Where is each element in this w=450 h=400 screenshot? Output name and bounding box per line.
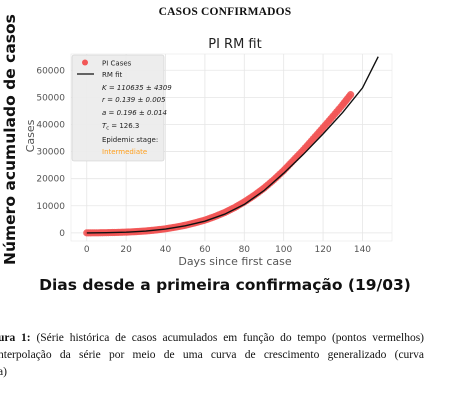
y-tick-label: 0 <box>59 229 65 239</box>
x-tick-label: 40 <box>160 245 172 255</box>
legend-label-pi-cases: PI Cases <box>102 60 132 68</box>
legend-label-rm-fit: RM fit <box>102 71 123 79</box>
legend-param-k: K = 110635 ± 4309 <box>102 84 172 92</box>
series-rm-fit-line <box>86 56 379 234</box>
x-tick-label: 80 <box>239 245 251 255</box>
legend: PI Cases RM fit K = 110635 ± 4309 r = 0.… <box>71 54 172 162</box>
y-axis-label: Cases <box>24 119 37 152</box>
x-tick-label: 140 <box>354 245 371 255</box>
data-point <box>347 91 355 99</box>
legend-param-tc: Tc = 126.3 <box>102 122 139 132</box>
legend-param-r: r = 0.139 ± 0.005 <box>102 96 166 104</box>
legend-marker-pi-cases <box>82 59 88 66</box>
y-tick-labels: 0 10000 20000 30000 40000 50000 60000 <box>36 66 65 239</box>
y-tick-label: 60000 <box>36 66 65 76</box>
x-tick-label: 120 <box>314 245 331 255</box>
caption-line-3: a) <box>0 366 7 378</box>
outer-x-axis-label: Dias desde a primeira confirmação (19/03… <box>39 276 411 294</box>
x-tick-label: 60 <box>199 245 211 255</box>
legend-stage-label: Epidemic stage: <box>102 136 158 144</box>
caption-line-1-text: (Série histórica de casos acumulados em … <box>36 332 424 344</box>
x-tick-label: 0 <box>84 245 90 255</box>
caption-line-2: nterpolação da série por meio de uma cur… <box>0 349 424 361</box>
x-tick-label: 20 <box>120 245 132 255</box>
x-axis-label: Days since first case <box>178 255 292 268</box>
caption-line-1: ura 1: (Série histórica de casos acumula… <box>0 330 424 347</box>
legend-stage-value: Intermediate <box>102 148 147 156</box>
y-tick-label: 10000 <box>36 202 65 212</box>
y-tick-label: 20000 <box>36 175 65 185</box>
y-tick-label: 50000 <box>36 93 65 103</box>
y-tick-label: 30000 <box>36 148 65 158</box>
x-tick-labels: 0 20 40 60 80 100 120 140 <box>84 245 371 255</box>
caption-label: ura 1: <box>0 332 31 344</box>
figure-caption: ura 1: (Série histórica de casos acumula… <box>0 330 450 381</box>
document-title: CASOS CONFIRMADOS <box>158 6 292 18</box>
x-tick-label: 100 <box>275 245 292 255</box>
legend-param-a: a = 0.196 ± 0.014 <box>102 109 167 117</box>
chart-title: PI RM fit <box>208 37 261 52</box>
chart: PI RM fit 010000200003000040000500006000… <box>24 37 393 268</box>
y-tick-label: 40000 <box>36 120 65 130</box>
